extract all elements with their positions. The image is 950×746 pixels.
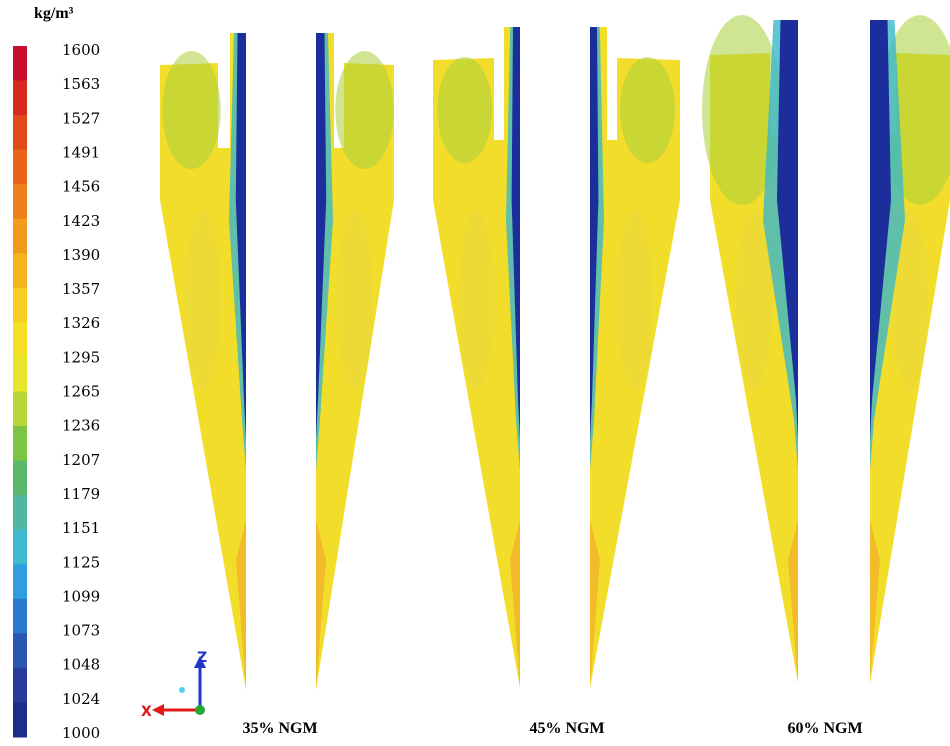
- colorbar-label: 1207: [62, 451, 100, 469]
- contour-patch: [185, 210, 221, 390]
- colorbar-label: 1048: [62, 656, 100, 674]
- contour-tip: [870, 520, 880, 683]
- contour-patch: [337, 210, 373, 390]
- contour-patch: [335, 51, 394, 169]
- legend-unit: kg/m³: [34, 5, 74, 22]
- colorbar-band: [13, 253, 27, 289]
- colorbar-band: [13, 80, 27, 116]
- contour-patch: [458, 210, 495, 390]
- colorbar-band: [13, 115, 27, 151]
- contour-patch: [620, 57, 675, 163]
- contour-core: [777, 20, 798, 440]
- contour-core: [511, 27, 520, 440]
- colorbar-label: 1125: [62, 553, 100, 571]
- colorbar-band: [13, 495, 27, 531]
- colorbar-label: 1000: [62, 724, 100, 742]
- colorbar-label: 1563: [62, 75, 100, 93]
- panel-label: 45% NGM: [529, 720, 604, 737]
- colorbar-band: [13, 184, 27, 220]
- x-axis-label: X: [141, 704, 152, 720]
- colorbar-band: [13, 218, 27, 254]
- contour-tip: [236, 520, 246, 690]
- colorbar-label: 1456: [62, 178, 100, 196]
- colorbar-label: 1179: [62, 485, 100, 503]
- contour-patch: [736, 210, 772, 390]
- contour-tip: [510, 520, 520, 688]
- contour-tip: [590, 520, 600, 688]
- z-axis-label: Z: [197, 650, 207, 666]
- panel-label: 60% NGM: [787, 720, 862, 737]
- colorbar-band: [13, 667, 27, 703]
- colorbar-label: 1024: [62, 690, 100, 708]
- contour-patch: [162, 51, 221, 169]
- contour-tip: [788, 520, 798, 683]
- colorbar-band: [13, 598, 27, 634]
- contours: [160, 15, 950, 690]
- colorbar-label: 1295: [62, 348, 100, 366]
- colorbar-label: 1151: [62, 519, 100, 537]
- contour-tip: [316, 520, 326, 690]
- colorbar-band: [13, 529, 27, 565]
- colorbar-label: 1265: [62, 383, 100, 401]
- colorbar-label: 1236: [62, 417, 100, 435]
- colorbar-label: 1390: [62, 246, 100, 264]
- colorbar-label: 1073: [62, 622, 100, 640]
- panel-label: 35% NGM: [242, 720, 317, 737]
- colorbar-band: [13, 149, 27, 185]
- colorbar: 1600 1563 1527 1491 1456 1423 1390 1357 1326 1295…: [13, 41, 100, 742]
- colorbar-band: [13, 287, 27, 323]
- colorbar-band: [13, 356, 27, 392]
- colorbar-band: [13, 426, 27, 462]
- colorbar-band: [13, 633, 27, 669]
- colorbar-band: [13, 391, 27, 427]
- contour-core: [870, 20, 891, 440]
- colorbar-label: 1600: [62, 41, 100, 59]
- contour-patch: [892, 210, 928, 390]
- colorbar-label: 1527: [62, 109, 100, 127]
- contour-patch: [617, 210, 653, 390]
- colorbar-label: 1491: [62, 143, 100, 161]
- axis-triad: Z X: [141, 650, 207, 720]
- colorbar-label: 1099: [62, 587, 100, 605]
- colorbar-label: 1423: [62, 212, 100, 230]
- colorbar-label: 1357: [62, 280, 100, 298]
- contour-core: [590, 27, 599, 440]
- colorbar-label: 1326: [62, 314, 100, 332]
- colorbar-band: [13, 564, 27, 600]
- colorbar-band: [13, 702, 27, 738]
- contour-patch: [437, 57, 493, 163]
- colorbar-band: [13, 322, 27, 358]
- contour-core: [235, 33, 246, 440]
- colorbar-band: [13, 460, 27, 496]
- contour-patch: [702, 15, 782, 205]
- colorbar-band: [13, 46, 27, 82]
- contour-core: [316, 33, 327, 440]
